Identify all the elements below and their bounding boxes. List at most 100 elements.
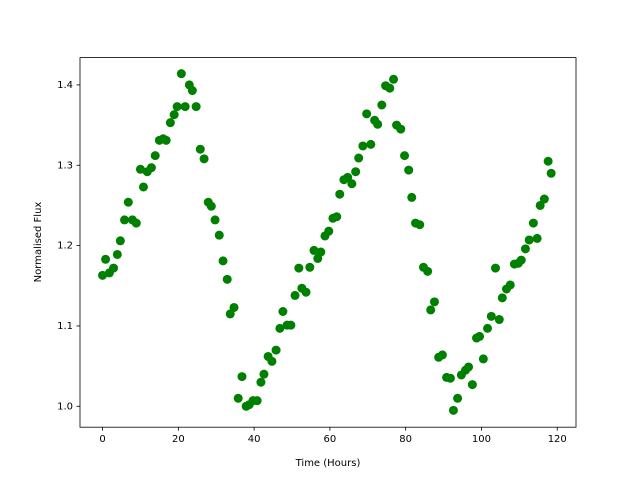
point (120, 215, 130, 225)
point (377, 100, 387, 110)
point (404, 165, 414, 175)
point (112, 249, 122, 259)
point (172, 102, 182, 112)
point (109, 263, 119, 273)
point (294, 263, 304, 273)
point (445, 373, 455, 383)
point (218, 256, 228, 266)
x-tick-label: 100 (472, 434, 491, 445)
point (415, 220, 425, 230)
point (301, 287, 311, 297)
point (98, 270, 108, 280)
point (373, 119, 383, 129)
y-tick-label: 1.0 (57, 401, 73, 412)
point (210, 215, 220, 225)
point (237, 372, 247, 382)
point (256, 377, 266, 387)
x-tick-label: 0 (99, 434, 105, 445)
point (316, 247, 326, 257)
point (138, 182, 148, 192)
y-tick-label: 1.3 (57, 160, 73, 171)
x-tick-label: 60 (324, 434, 337, 445)
point (275, 323, 285, 333)
point (101, 254, 111, 264)
point (524, 235, 534, 245)
point (191, 102, 201, 112)
point (332, 212, 342, 222)
point (543, 156, 553, 166)
point (135, 164, 145, 174)
x-tick-label: 20 (172, 434, 185, 445)
point (497, 293, 507, 303)
point (214, 230, 224, 240)
point (407, 192, 417, 202)
point (389, 74, 399, 84)
point (259, 369, 269, 379)
point (448, 405, 458, 415)
point (539, 194, 549, 204)
point (271, 345, 281, 355)
point (146, 163, 156, 173)
point (267, 356, 277, 366)
point (305, 262, 315, 272)
point (309, 245, 319, 255)
x-tick-label: 120 (548, 434, 567, 445)
point (426, 305, 436, 315)
point (535, 200, 545, 210)
point (131, 218, 141, 228)
point (324, 226, 334, 236)
point (187, 86, 197, 96)
y-tick-label: 1.4 (57, 80, 73, 91)
point (165, 118, 175, 128)
point (396, 124, 406, 134)
point (233, 393, 243, 403)
point (437, 350, 447, 360)
point (206, 201, 216, 211)
point (180, 102, 190, 112)
x-tick-label: 40 (248, 434, 261, 445)
point (486, 311, 496, 321)
point (385, 83, 395, 93)
point (400, 151, 410, 161)
point (423, 266, 433, 276)
point (490, 263, 500, 273)
plot-frame (79, 57, 577, 428)
point (362, 109, 372, 119)
x-tick-label: 80 (399, 434, 412, 445)
point (483, 323, 493, 333)
point (354, 153, 364, 163)
point (335, 189, 345, 199)
point (161, 135, 171, 145)
point (478, 354, 488, 364)
point (546, 168, 556, 178)
point (358, 141, 368, 151)
point (290, 290, 300, 300)
y-tick-label: 1.1 (57, 321, 73, 332)
point (115, 236, 125, 246)
point (169, 110, 179, 120)
x-axis-label: Time (Hours) (295, 458, 361, 469)
point (343, 172, 353, 182)
point (475, 331, 485, 341)
point (123, 197, 133, 207)
point (229, 302, 239, 312)
point (195, 144, 205, 154)
point (520, 244, 530, 254)
point (494, 315, 504, 325)
point (222, 274, 232, 284)
point (176, 69, 186, 79)
point (505, 280, 515, 290)
y-axis-label: Normalised Flux (33, 202, 44, 283)
point (464, 362, 474, 372)
point (429, 297, 439, 307)
point (351, 167, 361, 177)
y-tick-label: 1.2 (57, 241, 73, 252)
point (278, 306, 288, 316)
point (453, 393, 463, 403)
point (286, 320, 296, 330)
point (532, 233, 542, 243)
point (150, 151, 160, 161)
point (516, 255, 526, 265)
point (199, 154, 209, 164)
